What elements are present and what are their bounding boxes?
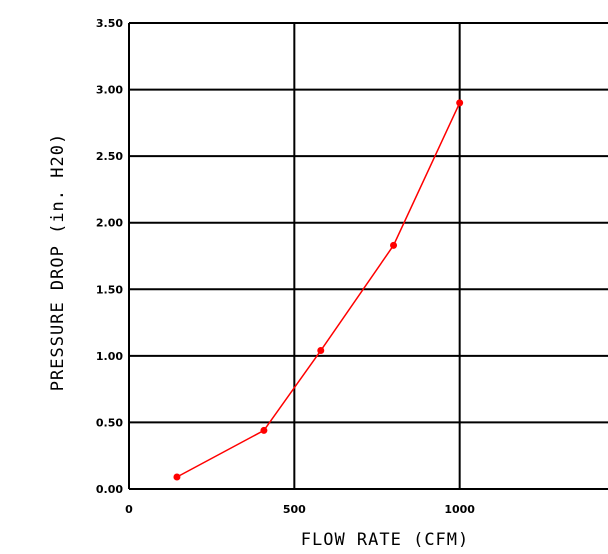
y-tick-label: 0.00: [96, 483, 123, 496]
data-point: [390, 241, 398, 249]
series-layer: [173, 99, 464, 481]
x-axis-title: FLOW RATE (CFM): [301, 530, 470, 550]
data-point: [260, 426, 268, 434]
x-tick-label: 1000: [444, 503, 475, 516]
y-tick-labels: 0.00 0.50 1.00 1.50 2.00 2.50 3.00 3.50: [96, 17, 123, 496]
y-tick-label: 0.50: [96, 416, 123, 429]
y-tick-label: 2.50: [96, 150, 123, 163]
x-tick-labels: 050010001500: [125, 503, 475, 516]
x-tick-label: 0: [125, 503, 133, 516]
data-point: [317, 347, 325, 355]
y-tick-label: 3.50: [96, 17, 123, 30]
x-tick-label: 500: [283, 503, 306, 516]
y-tick-label: 1.50: [96, 283, 123, 296]
data-point: [456, 99, 464, 107]
y-tick-label: 2.00: [96, 217, 123, 230]
y-tick-label: 1.00: [96, 350, 123, 363]
y-tick-label: 3.00: [96, 84, 123, 97]
grid-lines: [128, 22, 608, 490]
data-point: [173, 473, 181, 481]
y-axis-title: PRESSURE DROP (in. H20): [48, 133, 68, 391]
